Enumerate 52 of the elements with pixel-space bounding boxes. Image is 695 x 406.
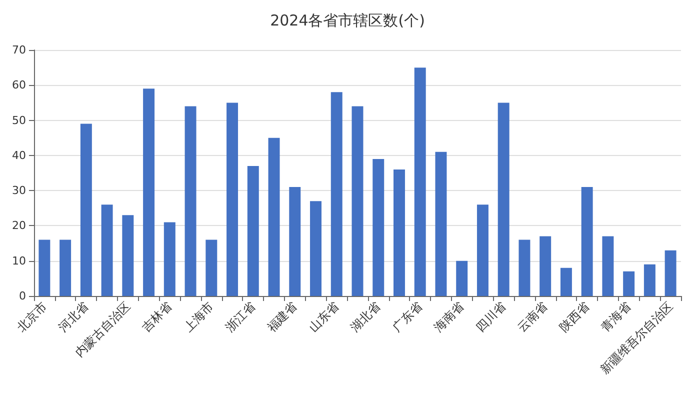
y-tick-label: 40 — [12, 148, 26, 162]
y-tick-label: 20 — [12, 219, 26, 232]
x-tick-label: 广东省 — [390, 299, 426, 334]
y-tick-label: 10 — [12, 254, 26, 268]
x-tick-label: 湖北省 — [348, 299, 384, 334]
bar — [164, 222, 176, 296]
bar — [623, 271, 635, 296]
x-tick-label: 浙江省 — [222, 299, 258, 334]
y-tick-label: 30 — [12, 184, 26, 198]
bar — [122, 215, 134, 296]
bar — [184, 106, 196, 296]
y-tick-label: 60 — [12, 78, 26, 92]
y-tick-label: 50 — [12, 114, 26, 127]
y-tick-label: 70 — [12, 44, 26, 56]
bar — [352, 106, 364, 296]
x-tick-label: 上海市 — [181, 299, 216, 334]
bar — [664, 250, 676, 296]
x-tick-label: 福建省 — [264, 299, 300, 334]
bar — [289, 187, 301, 296]
bar — [644, 264, 656, 296]
bar — [101, 204, 113, 296]
x-tick-label: 山东省 — [306, 299, 342, 334]
bar — [330, 92, 342, 296]
bar — [560, 268, 572, 296]
bar — [247, 166, 259, 296]
x-tick-label: 青海省 — [598, 299, 634, 334]
x-tick-label: 四川省 — [473, 299, 509, 334]
bar — [206, 240, 218, 296]
bar — [456, 260, 468, 296]
bar — [372, 158, 384, 296]
bar — [226, 102, 238, 296]
bar — [518, 240, 530, 296]
bar — [38, 240, 50, 296]
bar — [540, 236, 552, 296]
bar — [476, 204, 488, 296]
x-tick-label: 海南省 — [431, 299, 467, 334]
bar — [435, 152, 447, 296]
x-tick-label: 河北省 — [56, 299, 92, 334]
x-tick-label: 陕西省 — [556, 299, 592, 334]
x-tick-label: 云南省 — [514, 299, 550, 334]
bar — [414, 68, 426, 296]
chart-title: 2024各省市辖区数(个) — [270, 12, 425, 30]
x-tick-label: 吉林省 — [139, 299, 175, 334]
bar — [60, 240, 72, 296]
bar — [394, 169, 405, 296]
bar — [498, 102, 510, 296]
bar — [268, 138, 280, 296]
bar — [310, 201, 322, 296]
bar — [602, 236, 614, 296]
bar — [143, 88, 155, 296]
bar — [581, 187, 593, 296]
bar — [80, 124, 92, 296]
